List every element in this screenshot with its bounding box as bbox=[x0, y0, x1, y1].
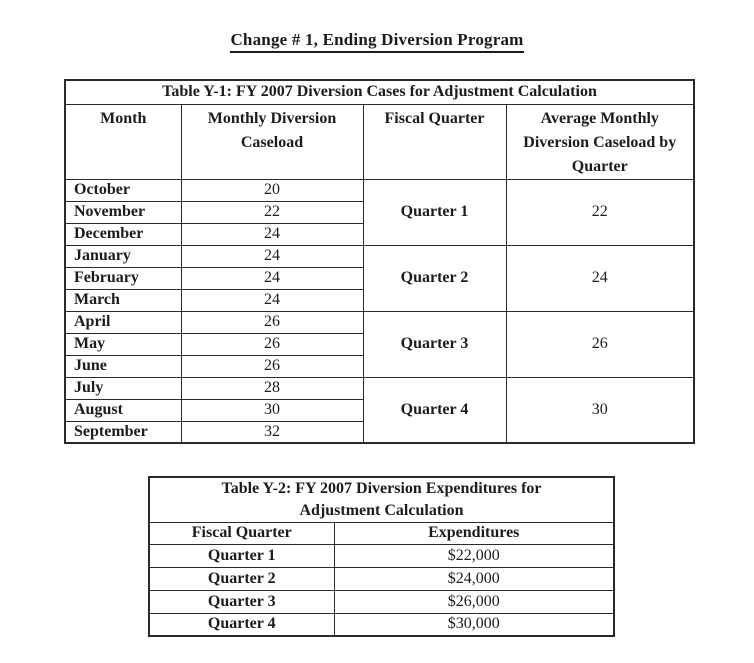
expenditures-cell: $30,000 bbox=[333, 612, 615, 637]
expenditures-cell: $26,000 bbox=[333, 589, 615, 614]
month-cell: September bbox=[64, 420, 182, 444]
month-cell: February bbox=[64, 266, 182, 290]
quarter-cell: Quarter 3 bbox=[362, 310, 507, 378]
column-header-average-caseload: Average Monthly Diversion Caseload by Qu… bbox=[505, 103, 695, 180]
column-header-fiscal-quarter-y2: Fiscal Quarter bbox=[148, 521, 335, 545]
table-y2-header-row: Fiscal Quarter Expenditures bbox=[148, 521, 615, 545]
table-row: August 30 bbox=[64, 398, 694, 422]
month-cell: August bbox=[64, 398, 182, 422]
table-y2-title-row: Table Y-2: FY 2007 Diversion Expenditure… bbox=[148, 476, 615, 523]
table-row: February 24 bbox=[64, 266, 694, 290]
expenditures-cell: $24,000 bbox=[333, 566, 615, 591]
table-y1-header-row: Month Monthly Diversion Caseload Fiscal … bbox=[64, 103, 695, 180]
table-row: Quarter 3 $26,000 bbox=[148, 589, 615, 614]
table-y1-title: Table Y-1: FY 2007 Diversion Cases for A… bbox=[64, 79, 695, 105]
expenditures-cell: $22,000 bbox=[333, 543, 615, 568]
caseload-cell: 26 bbox=[180, 354, 364, 378]
caseload-cell: 32 bbox=[180, 420, 364, 444]
fiscal-quarter-cell: Quarter 3 bbox=[148, 589, 335, 614]
column-header-average-caseload-label: Average Monthly Diversion Caseload by Qu… bbox=[523, 109, 677, 175]
average-cell: 30 bbox=[505, 376, 695, 444]
caseload-cell: 20 bbox=[180, 178, 364, 202]
caseload-cell: 26 bbox=[180, 310, 364, 334]
table-row: January 24 Quarter 2 24 bbox=[64, 244, 695, 312]
month-cell: March bbox=[64, 288, 182, 312]
column-header-fiscal-quarter-label: Fiscal Quarter bbox=[384, 109, 485, 127]
caseload-cell: 24 bbox=[180, 288, 364, 312]
document-title-wrap: Change # 1, Ending Diversion Program bbox=[0, 30, 754, 53]
table-row: July 28 Quarter 4 30 bbox=[64, 376, 695, 444]
month-cell: April bbox=[64, 310, 182, 334]
caseload-cell: 24 bbox=[180, 244, 364, 268]
table-row: Quarter 4 $30,000 bbox=[148, 612, 615, 637]
column-header-monthly-diversion-caseload: Monthly Diversion Caseload bbox=[180, 103, 364, 180]
table-row: May 26 bbox=[64, 332, 694, 356]
fiscal-quarter-cell: Quarter 2 bbox=[148, 566, 335, 591]
month-cell: May bbox=[64, 332, 182, 356]
quarter-cell: Quarter 1 bbox=[362, 178, 507, 246]
month-cell: December bbox=[64, 222, 182, 246]
caseload-cell: 24 bbox=[180, 266, 364, 290]
average-cell: 24 bbox=[505, 244, 695, 312]
month-cell: July bbox=[64, 376, 182, 400]
caseload-cell: 30 bbox=[180, 398, 364, 422]
page-title: Change # 1, Ending Diversion Program bbox=[230, 30, 524, 53]
quarter-cell: Quarter 4 bbox=[362, 376, 507, 444]
table-row: April 26 Quarter 3 26 bbox=[64, 310, 695, 378]
caseload-cell: 24 bbox=[180, 222, 364, 246]
caseload-cell: 22 bbox=[180, 200, 364, 224]
month-cell: November bbox=[64, 200, 182, 224]
column-header-expenditures: Expenditures bbox=[333, 521, 615, 545]
fiscal-quarter-cell: Quarter 4 bbox=[148, 612, 335, 637]
table-row: October 20 Quarter 1 22 bbox=[64, 178, 695, 246]
column-header-fiscal-quarter: Fiscal Quarter bbox=[362, 103, 507, 180]
table-y1: Table Y-1: FY 2007 Diversion Cases for A… bbox=[64, 79, 695, 444]
average-cell: 22 bbox=[505, 178, 695, 246]
fiscal-quarter-cell: Quarter 1 bbox=[148, 543, 335, 568]
month-cell: June bbox=[64, 354, 182, 378]
month-cell: January bbox=[64, 244, 182, 268]
table-y2-title: Table Y-2: FY 2007 Diversion Expenditure… bbox=[148, 476, 615, 523]
caseload-cell: 28 bbox=[180, 376, 364, 400]
column-header-monthly-diversion-caseload-label: Monthly Diversion Caseload bbox=[207, 109, 337, 151]
month-cell: October bbox=[64, 178, 182, 202]
table-row: September 32 bbox=[64, 420, 694, 444]
table-row: Quarter 2 $24,000 bbox=[148, 566, 615, 591]
column-header-month-label: Month bbox=[100, 109, 147, 127]
table-y1-title-row: Table Y-1: FY 2007 Diversion Cases for A… bbox=[64, 79, 695, 105]
table-row: Quarter 1 $22,000 bbox=[148, 543, 615, 568]
table-y2-title-label: Table Y-2: FY 2007 Diversion Expenditure… bbox=[221, 480, 542, 519]
column-header-month: Month bbox=[64, 103, 182, 180]
caseload-cell: 26 bbox=[180, 332, 364, 356]
table-y2: Table Y-2: FY 2007 Diversion Expenditure… bbox=[148, 476, 615, 637]
quarter-cell: Quarter 2 bbox=[362, 244, 507, 312]
average-cell: 26 bbox=[505, 310, 695, 378]
